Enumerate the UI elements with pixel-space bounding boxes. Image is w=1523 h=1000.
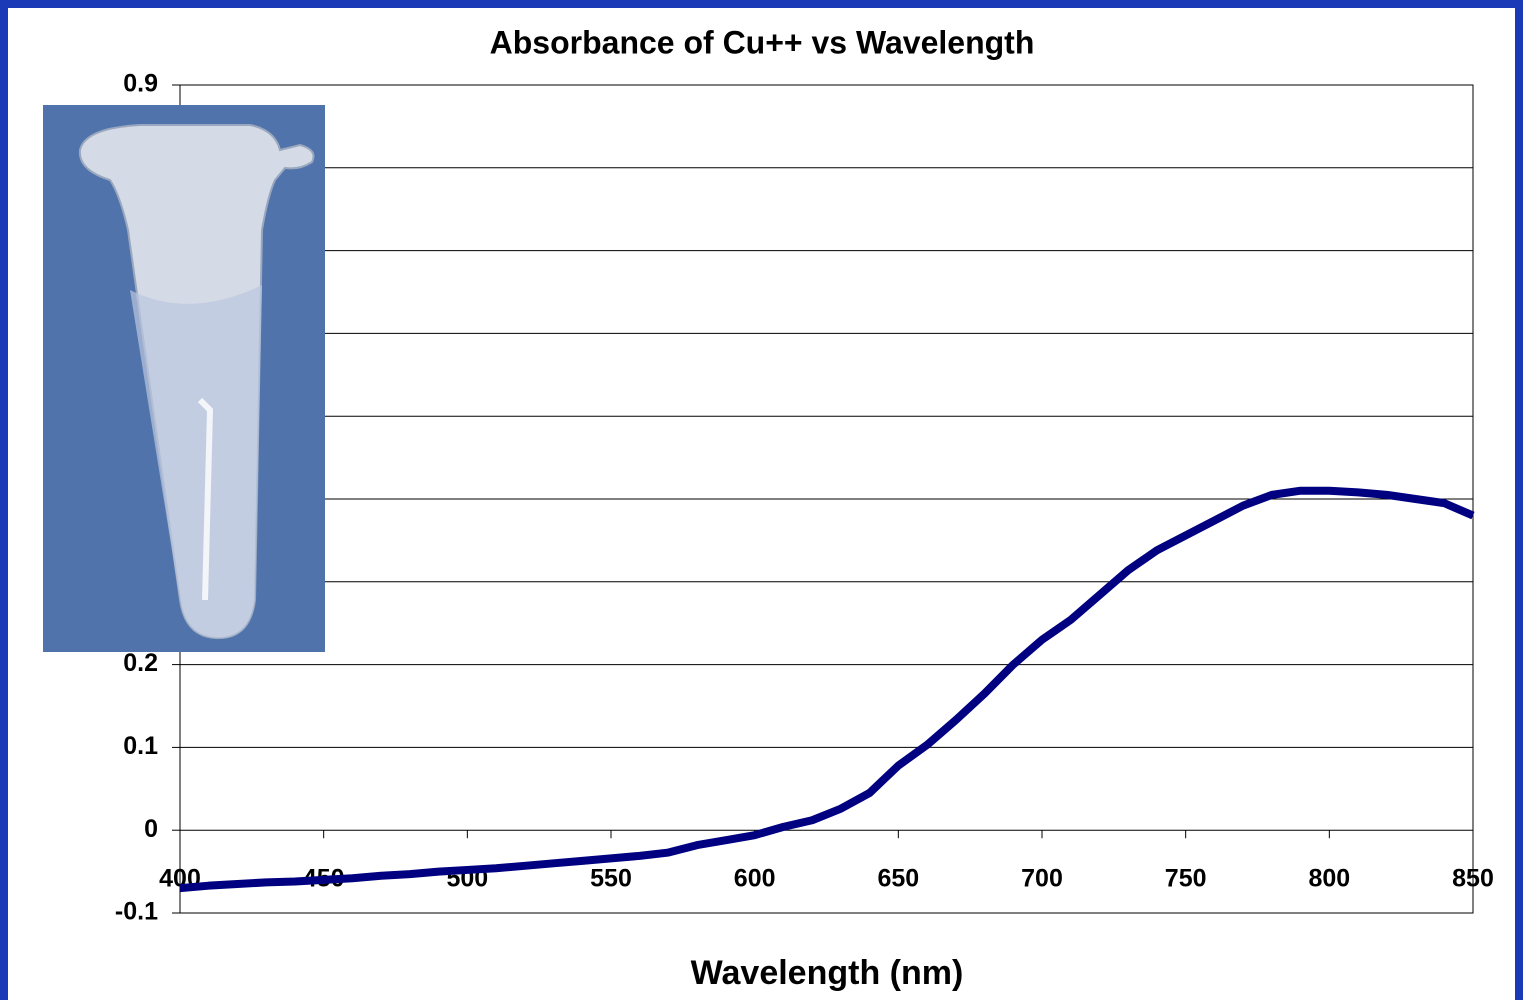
x-tick-label: 650 [877, 865, 919, 893]
x-tick-label: 750 [1165, 865, 1207, 893]
x-tick-label: 800 [1308, 865, 1350, 893]
x-tick-label: 700 [1021, 865, 1063, 893]
y-tick-label: 0.9 [123, 70, 158, 98]
x-axis-label: Wavelength (nm) [691, 954, 964, 992]
y-tick-label: 0 [144, 815, 158, 843]
x-tick-label: 550 [590, 865, 632, 893]
y-tick-label: 0.1 [123, 732, 158, 760]
x-tick-label: 850 [1452, 865, 1494, 893]
chart-title: Absorbance of Cu++ vs Wavelength [490, 24, 1035, 60]
photo-inset [43, 105, 325, 652]
y-tick-label: 0.2 [123, 649, 158, 677]
chart: Absorbance of Cu++ vs Wavelength Wavelen… [0, 0, 1523, 1000]
y-tick-label: -0.1 [115, 898, 158, 926]
x-tick-label: 600 [734, 865, 776, 893]
